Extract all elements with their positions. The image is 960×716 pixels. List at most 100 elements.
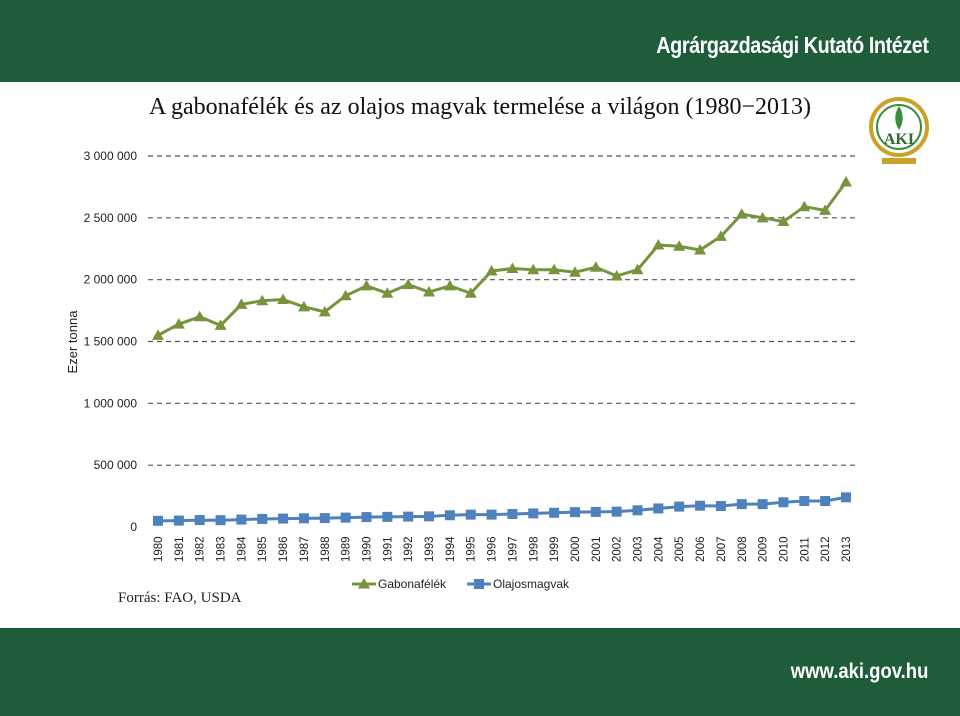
data-point — [444, 510, 455, 521]
data-point — [673, 240, 686, 251]
data-point — [381, 287, 394, 298]
data-point — [339, 289, 352, 301]
x-tick-label: 1980 — [153, 536, 165, 562]
y-tick-label: 500 000 — [94, 458, 138, 472]
y-tick-label: 2 000 000 — [84, 273, 138, 287]
data-point — [402, 278, 415, 290]
x-tick-label: 1984 — [236, 536, 248, 562]
x-tick-label: 1999 — [549, 536, 561, 562]
x-tick-label: 1998 — [528, 536, 540, 562]
data-point — [236, 514, 247, 525]
y-tick-label: 1 000 000 — [84, 396, 138, 410]
y-ticks: 0 500 000 1 000 000 1 500 000 2 000 000 2 500… — [84, 149, 138, 534]
x-tick-label: 1988 — [320, 536, 332, 562]
website-link[interactable]: www.aki.gov.hu — [790, 660, 928, 683]
x-tick-label: 2002 — [612, 536, 624, 562]
data-point — [278, 513, 289, 524]
data-point — [214, 319, 227, 330]
legend-label: Gabonafélék — [378, 577, 447, 591]
data-point — [799, 496, 810, 507]
data-point — [486, 509, 497, 520]
x-tick-label: 1982 — [195, 536, 207, 562]
x-tick-label: 1985 — [257, 536, 269, 562]
data-point — [757, 499, 768, 510]
data-point — [715, 500, 726, 511]
grid-lines — [148, 155, 858, 466]
data-point — [153, 515, 163, 526]
data-point — [590, 506, 601, 517]
y-axis-label: Ezer tonna — [65, 310, 80, 374]
x-tick-label: 2000 — [570, 536, 582, 562]
y-tick-label: 1 500 000 — [84, 335, 138, 349]
data-point — [358, 578, 370, 589]
data-point — [464, 287, 477, 298]
x-tick-label: 1997 — [507, 536, 519, 562]
x-ticks: 1980 1981 1982 1983 1984 1985 1986 1987 1988 1989… — [153, 536, 853, 562]
data-point — [361, 512, 372, 523]
x-tick-label: 2005 — [674, 536, 686, 562]
x-tick-label: 1981 — [174, 536, 186, 562]
data-point — [423, 286, 436, 297]
data-point — [257, 513, 268, 524]
data-point — [172, 318, 185, 329]
legend-item: Olajosmagvak — [467, 577, 570, 591]
data-point — [443, 279, 456, 291]
x-tick-label: 1992 — [403, 536, 415, 562]
data-point — [403, 511, 414, 522]
data-point — [819, 204, 832, 215]
data-point — [589, 261, 602, 272]
source-note: Forrás: FAO, USDA — [118, 590, 242, 606]
x-tick-label: 1987 — [299, 536, 311, 562]
data-point — [318, 305, 331, 317]
data-point — [653, 503, 664, 514]
x-tick-label: 2012 — [820, 536, 832, 562]
data-point — [841, 492, 851, 503]
y-tick-label: 3 000 000 — [84, 149, 138, 163]
content-panel — [5, 82, 955, 628]
legend: Gabonafélék Olajosmagvak — [352, 577, 570, 591]
x-tick-label: 1990 — [361, 536, 373, 562]
data-point — [549, 507, 560, 518]
data-point — [674, 501, 685, 512]
y-tick-label: 0 — [130, 520, 137, 534]
data-point — [319, 513, 330, 524]
x-tick-label: 2010 — [778, 536, 790, 562]
data-point — [215, 515, 226, 526]
data-point — [256, 294, 269, 306]
data-point — [694, 243, 707, 255]
data-point — [714, 230, 727, 241]
data-point — [736, 499, 747, 510]
x-tick-label: 1989 — [341, 536, 353, 562]
data-point — [611, 506, 622, 517]
x-tick-label: 2009 — [758, 536, 770, 562]
x-tick-label: 1995 — [466, 536, 478, 562]
data-point — [777, 215, 790, 227]
data-point — [152, 329, 164, 340]
data-point — [798, 200, 811, 212]
x-tick-label: 2013 — [841, 536, 853, 562]
data-point — [840, 175, 852, 187]
series-line — [157, 181, 848, 337]
data-point — [474, 579, 484, 589]
data-point — [194, 515, 205, 526]
data-point — [465, 509, 476, 520]
data-point — [569, 507, 580, 518]
data-point — [382, 511, 393, 522]
legend-label: Olajosmagvak — [493, 577, 570, 591]
series — [152, 175, 852, 526]
footer-band — [0, 628, 960, 716]
data-point — [507, 509, 518, 520]
x-tick-label: 2007 — [716, 536, 728, 562]
x-tick-label: 2001 — [591, 536, 603, 562]
data-point — [632, 505, 643, 516]
data-point — [528, 508, 539, 519]
data-point — [360, 279, 373, 291]
data-point — [235, 298, 248, 309]
x-tick-label: 1986 — [278, 536, 290, 562]
chart-title: A gabonafélék és az olajos magvak termel… — [149, 94, 811, 120]
x-tick-label: 2003 — [633, 536, 645, 562]
data-point — [298, 513, 309, 524]
data-point — [485, 265, 498, 276]
series-olajosmagvak — [153, 492, 851, 526]
data-point — [652, 239, 665, 250]
